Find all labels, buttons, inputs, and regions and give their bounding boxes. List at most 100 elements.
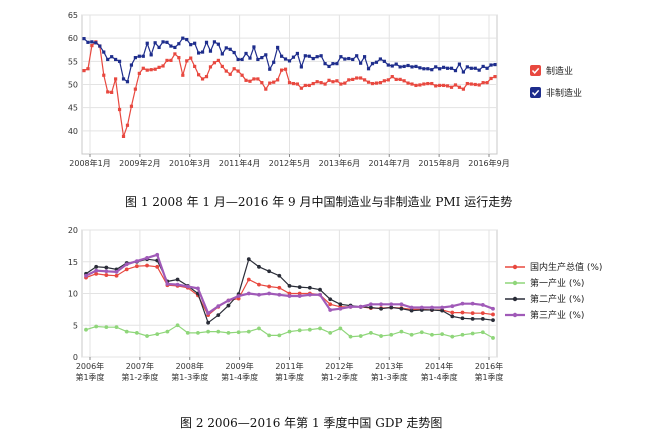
data-point — [327, 78, 331, 82]
x-tick-label: 第1季度 — [275, 372, 304, 382]
data-point — [204, 75, 209, 79]
data-point — [240, 57, 244, 62]
data-point — [485, 66, 489, 70]
data-point — [216, 58, 220, 63]
x-tick-label: 2009年 — [225, 361, 253, 371]
data-point — [470, 331, 475, 336]
x-tick-label: 2008年1月 — [69, 158, 110, 168]
legend-swatch-manufacturing — [530, 65, 541, 76]
data-point — [220, 64, 224, 69]
data-point — [477, 83, 481, 87]
data-point — [374, 60, 379, 64]
data-point — [419, 305, 424, 310]
y-tick-label: 45 — [68, 104, 78, 113]
data-point — [328, 297, 333, 302]
data-point — [200, 50, 205, 54]
data-point — [175, 277, 180, 282]
data-point — [264, 53, 268, 57]
data-point — [390, 75, 394, 79]
data-point — [177, 56, 181, 60]
data-point — [169, 44, 173, 48]
data-point — [206, 311, 211, 316]
data-point — [489, 76, 493, 81]
data-point — [134, 259, 139, 264]
data-point — [283, 67, 288, 71]
data-point — [370, 81, 375, 86]
legend-item-1: 第一产业 (%) — [505, 277, 584, 289]
data-point — [297, 328, 302, 333]
data-point — [382, 79, 386, 83]
data-point — [246, 277, 251, 282]
data-point — [409, 332, 414, 337]
data-point — [419, 330, 424, 335]
data-point — [145, 256, 149, 260]
data-point — [374, 81, 379, 85]
data-point — [104, 273, 109, 277]
data-point — [86, 67, 90, 71]
data-point — [228, 47, 232, 51]
data-point — [175, 282, 180, 287]
y-tick-label: 20 — [68, 226, 78, 235]
data-point — [297, 285, 302, 290]
data-point — [422, 82, 426, 86]
y-tick-label: 15 — [68, 258, 78, 267]
data-point — [461, 87, 465, 91]
data-point — [379, 302, 383, 307]
data-point — [457, 62, 462, 66]
data-point — [299, 65, 303, 69]
data-point — [189, 56, 193, 60]
data-point — [378, 57, 382, 61]
data-point — [133, 56, 137, 60]
data-point — [457, 85, 462, 89]
x-tick-label: 2014年7月 — [369, 158, 410, 168]
data-point — [86, 40, 90, 44]
data-point — [338, 302, 343, 307]
data-point — [212, 40, 217, 44]
data-point — [283, 57, 288, 61]
data-point — [339, 55, 343, 59]
data-point — [485, 81, 489, 85]
figure2-caption: 图 2 2006—2016 年第 1 季度中国 GDP 走势图 — [180, 415, 442, 430]
x-tick-label: 2010年3月 — [169, 158, 210, 168]
data-point — [114, 270, 119, 274]
data-point — [426, 81, 430, 86]
data-point — [257, 292, 261, 297]
data-point — [450, 304, 455, 309]
data-point — [410, 65, 414, 69]
data-point — [303, 83, 307, 88]
data-point — [399, 302, 404, 307]
data-point — [477, 68, 481, 72]
data-point — [220, 52, 224, 56]
data-point — [338, 306, 343, 311]
data-point — [331, 80, 335, 84]
data-point — [362, 55, 367, 59]
data-point — [491, 336, 495, 340]
y-tick-label: 55 — [68, 57, 78, 66]
data-point — [493, 62, 497, 67]
figure1-caption: 图 1 2008 年 1 月—2016 年 9 月中国制造业与非制造业 PMI … — [125, 194, 512, 209]
data-point — [355, 54, 359, 58]
data-point — [348, 334, 353, 339]
x-tick-label: 2016年 — [475, 361, 503, 371]
data-point — [98, 44, 102, 48]
data-point — [134, 264, 139, 269]
data-point — [323, 62, 327, 66]
data-point — [94, 41, 98, 45]
y-tick-label: 60 — [68, 34, 78, 43]
legend-label-non-manufacturing: 非制造业 — [546, 87, 582, 99]
x-tick-label: 2013年 — [375, 361, 403, 371]
data-point — [311, 56, 315, 61]
data-point — [370, 62, 375, 66]
data-point — [430, 81, 434, 86]
data-point — [339, 82, 343, 86]
data-point — [106, 57, 110, 62]
data-point — [430, 332, 434, 337]
legend-marker — [512, 280, 518, 286]
data-point — [277, 285, 282, 290]
data-point — [491, 312, 495, 317]
legend-marker — [512, 296, 518, 302]
data-point — [299, 86, 303, 90]
data-point — [369, 302, 373, 307]
chart2-y-axis: 20 15 10 5 0 — [68, 226, 78, 362]
y-tick-label: 65 — [68, 11, 78, 20]
